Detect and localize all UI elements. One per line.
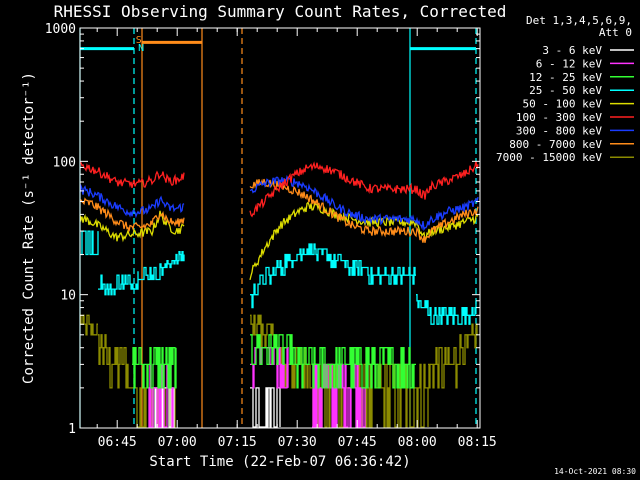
legend-header-line-1: Att 0: [599, 26, 632, 39]
series-segment-3: [250, 314, 277, 349]
series-segment-2: [312, 363, 369, 428]
plot-frame: [79, 27, 481, 429]
series-segment-2: [138, 251, 185, 281]
series-12-25-kev: [132, 334, 416, 389]
series-segment-0: [79, 210, 185, 243]
series-segment-1: [250, 334, 293, 366]
series-segment-0: [79, 183, 185, 219]
x-tick-label-0: 06:45: [98, 435, 137, 450]
series-segment-1: [249, 161, 479, 218]
legend-label-6: 300 - 800 keV: [516, 124, 602, 137]
series-segment-1: [98, 334, 132, 389]
x-tick-label-2: 07:15: [218, 435, 257, 450]
legend-label-0: 3 - 6 keV: [542, 44, 602, 57]
series-layer: [79, 161, 479, 428]
y-tick-label-3: 1000: [45, 22, 76, 37]
series-3-6-kev: [152, 387, 281, 428]
x-tick-label-1: 07:00: [158, 435, 197, 450]
series-segment-1: [250, 387, 281, 428]
state-marker-s: S: [136, 35, 142, 46]
y-tick-label-0: 1: [68, 422, 76, 437]
series-segment-1: [249, 178, 479, 243]
legend-header-line-0: Det 1,3,4,5,6,9,: [526, 14, 632, 27]
y-tick-label-2: 100: [53, 155, 76, 170]
legend-label-7: 800 - 7000 keV: [509, 138, 602, 151]
chart-title: RHESSI Observing Summary Count Rates, Co…: [54, 2, 507, 21]
series-segment-0: [152, 387, 175, 428]
footer-date: 14-Oct-2021 08:30: [554, 467, 636, 476]
series-segment-4: [416, 294, 477, 325]
series-segment-0: [79, 162, 185, 189]
y-axis-label: Corrected Count Rate (s⁻¹ detector⁻¹): [21, 72, 37, 384]
legend-label-2: 12 - 25 keV: [529, 71, 602, 84]
series-segment-0: [132, 347, 177, 389]
series-segment-6: [428, 323, 478, 389]
state-marker-n: N: [138, 43, 144, 54]
x-tick-label-4: 07:45: [338, 435, 377, 450]
series-segment-5: [312, 363, 429, 428]
legend-label-5: 100 - 300 keV: [516, 111, 602, 124]
series-segment-2: [292, 347, 416, 389]
x-tick-label-5: 08:00: [398, 435, 437, 450]
series-800-7000-kev: [79, 178, 479, 243]
legend-label-8: 7000 - 15000 keV: [496, 151, 602, 164]
series-segment-0: [79, 197, 185, 232]
y-tick-label-1: 10: [60, 289, 76, 304]
series-25-50-kev: [80, 230, 477, 325]
legend-label-1: 6 - 12 keV: [536, 57, 603, 70]
axes-layer: 06:45 07:00 07:15 07:30 07:45 08:00 08:15 1 10 10…: [45, 22, 497, 450]
x-tick-label-6: 08:15: [458, 435, 497, 450]
series-segment-1: [98, 271, 139, 296]
x-tick-label-3: 07:30: [278, 435, 317, 450]
legend-label-4: 50 - 100 keV: [523, 98, 603, 111]
series-segment-3: [250, 243, 416, 309]
legend-label-3: 25 - 50 keV: [529, 84, 602, 97]
x-axis-label: Start Time (22-Feb-07 06:36:42): [149, 454, 410, 470]
series-segment-0: [80, 314, 98, 336]
series-100-300-kev: [79, 161, 479, 218]
